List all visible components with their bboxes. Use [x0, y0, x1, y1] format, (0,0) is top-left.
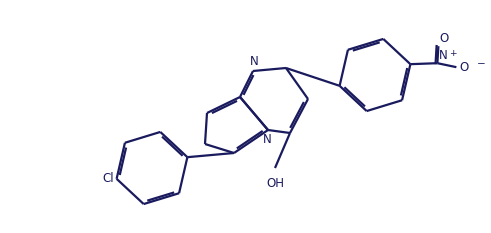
Text: N: N	[249, 55, 258, 68]
Text: O: O	[439, 32, 449, 45]
Text: O: O	[460, 61, 468, 74]
Text: +: +	[449, 49, 457, 58]
Text: N: N	[438, 49, 447, 62]
Text: N: N	[263, 133, 272, 146]
Text: −: −	[476, 59, 485, 69]
Text: OH: OH	[266, 177, 284, 190]
Text: Cl: Cl	[102, 172, 113, 185]
